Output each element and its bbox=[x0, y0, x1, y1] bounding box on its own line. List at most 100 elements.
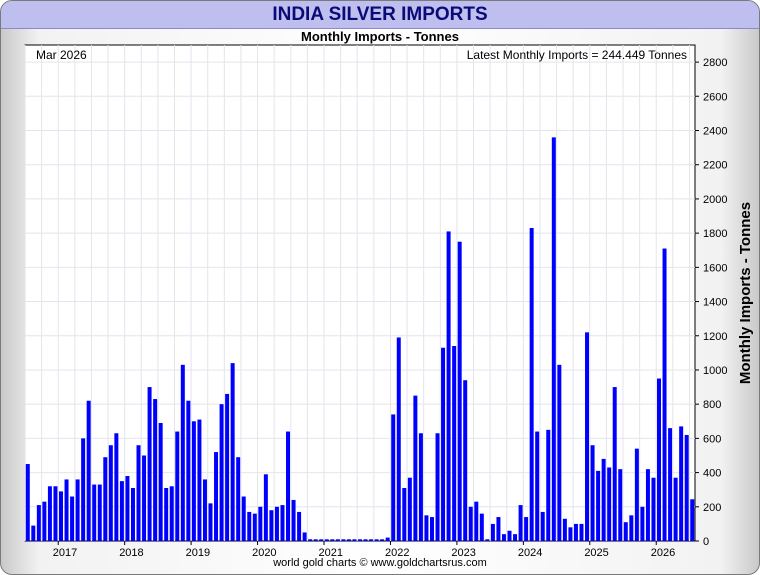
bar bbox=[119, 481, 124, 541]
bar bbox=[468, 506, 473, 541]
bar bbox=[557, 364, 562, 541]
bar bbox=[673, 477, 678, 541]
date-label: Mar 2026 bbox=[36, 48, 87, 62]
bar bbox=[551, 137, 556, 542]
bar bbox=[623, 522, 628, 541]
bar bbox=[241, 496, 246, 541]
bar bbox=[418, 433, 423, 541]
bar bbox=[369, 539, 374, 541]
y-tick-label: 600 bbox=[703, 433, 721, 445]
bar bbox=[546, 429, 551, 541]
bar bbox=[645, 469, 650, 541]
bar bbox=[247, 511, 252, 541]
bar bbox=[86, 400, 91, 541]
bar bbox=[335, 539, 340, 541]
bar bbox=[103, 457, 108, 541]
bar bbox=[463, 380, 468, 541]
bar bbox=[252, 513, 257, 541]
bar bbox=[81, 438, 86, 541]
bar bbox=[47, 486, 52, 541]
bar bbox=[169, 486, 174, 541]
bar bbox=[92, 484, 97, 541]
bar bbox=[36, 505, 41, 541]
x-tick-label: 2022 bbox=[385, 547, 409, 559]
bar bbox=[474, 501, 479, 541]
y-tick-label: 1800 bbox=[703, 228, 727, 240]
bar bbox=[651, 477, 656, 541]
bar bbox=[485, 539, 490, 541]
x-tick-label: 2026 bbox=[651, 547, 675, 559]
x-tick-label: 2018 bbox=[119, 547, 143, 559]
bar bbox=[97, 484, 102, 541]
bar bbox=[640, 506, 645, 541]
bar bbox=[286, 431, 291, 541]
bar bbox=[274, 506, 279, 541]
bar bbox=[308, 539, 313, 541]
bar bbox=[164, 487, 169, 541]
bar bbox=[607, 467, 612, 541]
bar bbox=[479, 513, 484, 541]
bar bbox=[568, 527, 573, 541]
bar bbox=[70, 496, 75, 541]
bar bbox=[496, 517, 501, 541]
bar bbox=[596, 470, 601, 541]
bar bbox=[535, 431, 540, 541]
bar bbox=[202, 479, 207, 541]
y-tick-label: 2800 bbox=[703, 57, 727, 69]
bars-group bbox=[25, 137, 695, 542]
bar bbox=[529, 228, 534, 541]
y-tick-label: 800 bbox=[703, 399, 721, 411]
bar bbox=[391, 414, 396, 541]
bar bbox=[402, 487, 407, 541]
bar bbox=[219, 404, 224, 541]
bar bbox=[562, 518, 567, 541]
bar bbox=[501, 534, 506, 541]
bar bbox=[147, 387, 152, 541]
y-axis-title: Monthly Imports - Tonnes bbox=[737, 202, 754, 384]
bar bbox=[507, 530, 512, 541]
bar bbox=[180, 364, 185, 541]
bar bbox=[413, 395, 418, 541]
x-tick-label: 2019 bbox=[186, 547, 210, 559]
x-tick-label: 2020 bbox=[252, 547, 276, 559]
bar bbox=[191, 421, 196, 541]
bar bbox=[258, 506, 263, 541]
y-tick-label: 400 bbox=[703, 468, 721, 480]
y-tick-label: 1200 bbox=[703, 331, 727, 343]
bar bbox=[175, 431, 180, 541]
bar bbox=[302, 532, 307, 541]
bar bbox=[291, 499, 296, 541]
bar bbox=[634, 448, 639, 541]
bar bbox=[446, 231, 451, 541]
bar bbox=[435, 433, 440, 541]
bar bbox=[407, 477, 412, 541]
bar bbox=[280, 505, 285, 541]
x-tick-label: 2025 bbox=[584, 547, 608, 559]
bar bbox=[518, 505, 523, 541]
bar bbox=[579, 523, 584, 541]
x-tick-label: 2024 bbox=[518, 547, 542, 559]
y-tick-label: 200 bbox=[703, 502, 721, 514]
bar bbox=[130, 487, 135, 541]
y-tick-label: 2400 bbox=[703, 126, 727, 138]
bar bbox=[75, 479, 80, 541]
bar bbox=[142, 455, 147, 541]
y-tick-label: 2000 bbox=[703, 194, 727, 206]
bar bbox=[657, 378, 661, 541]
bar bbox=[153, 399, 158, 541]
bar bbox=[158, 422, 163, 541]
bar bbox=[424, 515, 429, 541]
bar bbox=[269, 510, 274, 541]
y-tick-label: 0 bbox=[703, 536, 709, 548]
bar bbox=[125, 476, 130, 541]
bar bbox=[225, 393, 230, 541]
bar bbox=[31, 525, 36, 541]
bar bbox=[618, 469, 623, 541]
latest-value-label: Latest Monthly Imports = 244.449 Tonnes bbox=[467, 48, 687, 62]
y-tick-label: 1000 bbox=[703, 365, 727, 377]
bar bbox=[230, 363, 235, 541]
y-tick-label: 2200 bbox=[703, 160, 727, 172]
bar bbox=[346, 539, 351, 541]
bar bbox=[358, 539, 362, 541]
